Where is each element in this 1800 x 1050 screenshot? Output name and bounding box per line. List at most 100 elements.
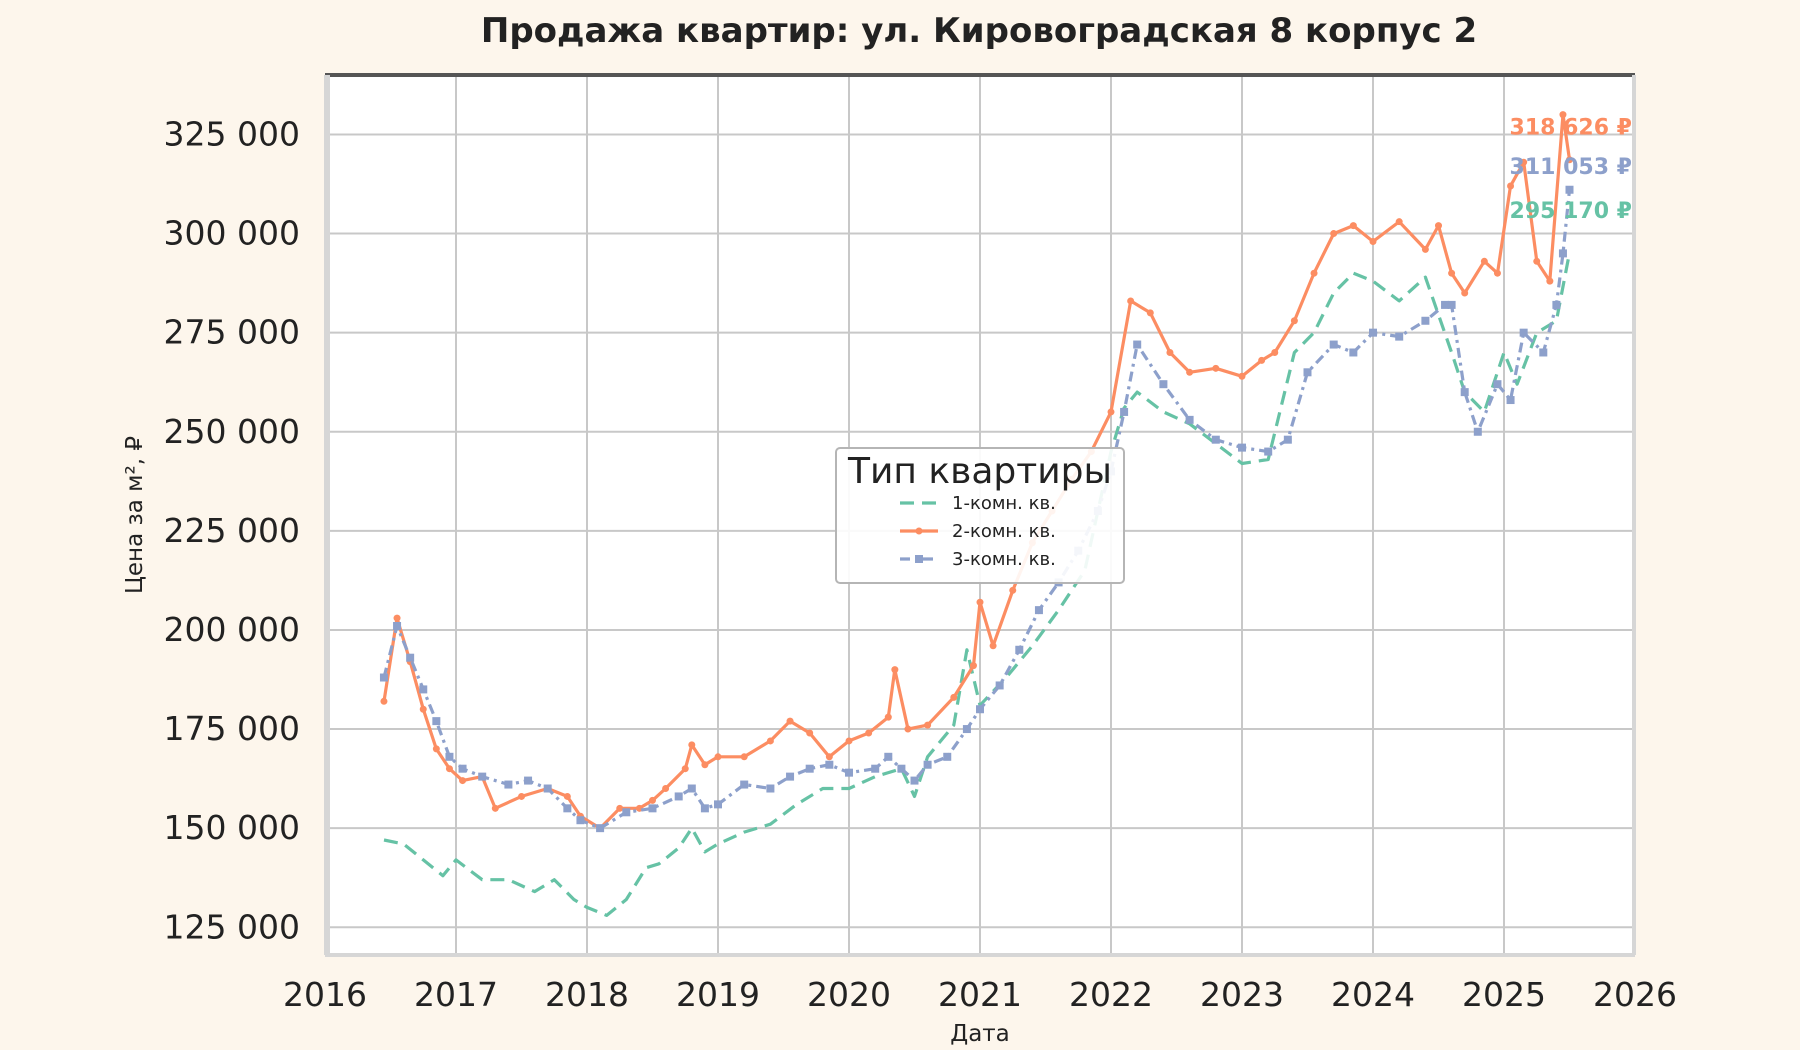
point-series-2-8 [491, 804, 499, 812]
x-tick-label-2016: 2016 [283, 975, 367, 1014]
point-series-2-1 [393, 614, 401, 622]
point-series-3-4 [432, 717, 441, 726]
point-series-3-16 [674, 792, 683, 801]
point-series-3-29 [910, 776, 919, 785]
point-series-2-22 [740, 753, 748, 761]
point-series-3-22 [786, 772, 795, 781]
point-series-3-33 [976, 705, 984, 714]
point-series-2-57 [1421, 245, 1429, 253]
point-series-2-53 [1330, 230, 1338, 238]
point-series-3-59 [1493, 380, 1502, 389]
point-series-3-17 [687, 784, 696, 793]
point-series-3-56 [1447, 300, 1456, 309]
point-series-2-25 [806, 729, 814, 737]
point-series-2-46 [1186, 368, 1194, 376]
point-series-2-26 [825, 753, 833, 761]
legend-marker-3 [915, 555, 923, 563]
point-series-2-48 [1238, 372, 1246, 380]
x-tick-label-2018: 2018 [545, 975, 629, 1014]
legend: Тип квартиры 1-комн. кв. 2-комн. кв. 3-ком… [835, 447, 1125, 584]
point-series-2-29 [884, 713, 892, 721]
point-series-2-5 [445, 765, 453, 773]
series-group [379, 111, 1574, 918]
x-tick-label-2017: 2017 [414, 975, 498, 1014]
end-label-3: 311 053 ₽ [1510, 155, 1632, 180]
point-series-2-64 [1520, 158, 1528, 166]
point-series-3-47 [1264, 447, 1273, 456]
x-axis-ticks: 2016 2017 2018 2019 2020 2021 2022 2023 2024 2025… [283, 975, 1677, 1014]
point-series-3-15 [648, 804, 657, 813]
legend-marker-2 [915, 527, 923, 535]
y-axis-ticks: 125 000 150 000 175 000 200 000 225 000 250 0… [164, 114, 300, 946]
point-series-2-49 [1258, 356, 1266, 364]
point-series-3-48 [1283, 435, 1292, 444]
x-tick-label-2020: 2020 [807, 975, 891, 1014]
point-series-2-23 [766, 737, 774, 745]
point-series-2-58 [1435, 222, 1442, 230]
point-series-3-13 [596, 824, 605, 833]
point-series-2-61 [1480, 257, 1488, 265]
point-series-3-43 [1159, 380, 1168, 389]
point-series-3-20 [740, 780, 749, 789]
end-label-1: 295 170 ₽ [1510, 199, 1632, 224]
legend-label-2: 2-комн. кв. [952, 521, 1056, 542]
legend-items: 1-комн. кв. 2-комн. кв. 3-комн. кв. [900, 493, 1056, 570]
point-series-3-8 [504, 780, 513, 789]
legend-label-3: 3-комн. кв. [952, 549, 1056, 570]
point-series-2-54 [1349, 222, 1357, 230]
point-series-2-3 [419, 705, 427, 713]
legend-title: Тип квартиры [847, 451, 1112, 492]
point-series-3-41 [1120, 407, 1129, 416]
point-series-2-27 [845, 737, 853, 745]
point-series-2-66 [1546, 277, 1554, 285]
end-value-labels: 318 626 ₽ 311 053 ₽ 295 170 ₽ [1510, 116, 1632, 224]
point-series-3-52 [1369, 328, 1377, 337]
y-tick-label-325000: 325 000 [164, 114, 300, 153]
point-series-2-20 [701, 761, 709, 769]
point-series-2-0 [380, 697, 388, 705]
point-series-3-63 [1552, 300, 1561, 309]
point-series-3-12 [576, 816, 585, 825]
series-3 [379, 185, 1574, 833]
point-series-3-58 [1473, 427, 1482, 436]
point-series-2-60 [1461, 289, 1469, 297]
point-series-2-28 [865, 729, 873, 737]
point-series-3-44 [1185, 415, 1194, 424]
point-series-2-6 [459, 777, 467, 785]
y-tick-label-300000: 300 000 [164, 214, 300, 253]
point-series-3-55 [1441, 300, 1450, 309]
point-series-3-53 [1395, 332, 1404, 341]
point-series-2-55 [1369, 237, 1377, 245]
point-series-3-25 [845, 768, 853, 777]
point-series-3-45 [1211, 435, 1220, 444]
point-series-3-11 [563, 804, 572, 813]
y-tick-label-125000: 125 000 [164, 907, 300, 946]
point-series-3-5 [445, 752, 454, 761]
point-series-3-10 [543, 784, 552, 793]
point-series-3-24 [825, 760, 834, 769]
point-series-2-65 [1533, 257, 1541, 265]
point-series-2-24 [786, 717, 794, 725]
point-series-3-31 [943, 752, 952, 761]
point-series-2-42 [1107, 408, 1115, 416]
point-series-3-42 [1133, 340, 1142, 349]
point-series-2-14 [616, 804, 624, 812]
point-series-2-16 [649, 796, 656, 804]
point-series-3-26 [871, 764, 880, 773]
point-series-3-9 [524, 776, 533, 785]
point-series-3-46 [1238, 443, 1246, 452]
point-series-2-37 [1009, 586, 1017, 594]
x-tick-label-2021: 2021 [938, 975, 1022, 1014]
point-series-2-32 [924, 721, 932, 729]
point-series-3-36 [1034, 606, 1043, 615]
point-series-2-56 [1395, 218, 1403, 226]
x-axis-label: Дата [950, 1021, 1010, 1047]
y-tick-label-200000: 200 000 [164, 610, 300, 649]
point-series-3-1 [393, 621, 402, 630]
y-tick-label-175000: 175 000 [164, 709, 300, 748]
point-series-2-18 [681, 765, 689, 773]
point-series-3-2 [406, 653, 415, 662]
point-series-2-35 [976, 598, 984, 606]
point-series-3-30 [923, 760, 932, 769]
